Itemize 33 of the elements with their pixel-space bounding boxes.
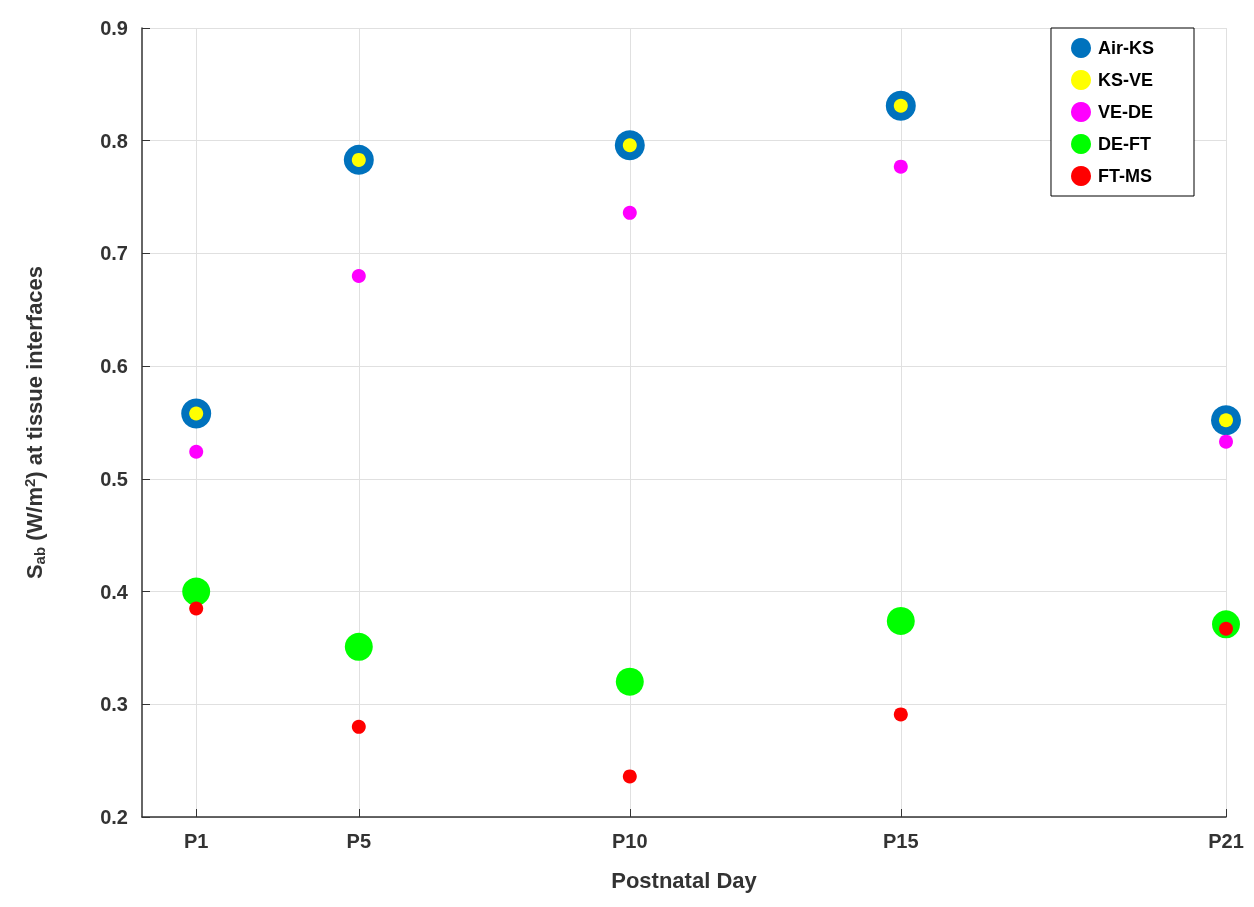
y-tick-label: 0.4: [100, 580, 129, 603]
point: [615, 667, 644, 696]
point: [886, 606, 915, 635]
point: [351, 268, 366, 283]
legend-label: KS-VE: [1098, 70, 1154, 90]
legend-label: DE-FT: [1098, 134, 1151, 154]
x-tick-label: P5: [346, 830, 372, 852]
x-tick-label: P10: [612, 830, 648, 852]
point: [189, 601, 204, 616]
x-tick-label: P15: [883, 830, 919, 852]
y-tick-label: 0.3: [100, 693, 128, 716]
legend-label: Air-KS: [1098, 38, 1155, 58]
x-tick-label: P21: [1208, 830, 1244, 852]
y-tick-label: 0.5: [100, 467, 128, 490]
point: [1219, 434, 1233, 449]
y-tick-label: 0.6: [100, 355, 128, 378]
y-tick-label: 0.7: [100, 242, 128, 265]
point: [182, 577, 211, 606]
y-tick-label: 0.2: [100, 806, 128, 828]
point: [351, 719, 366, 734]
x-axis-title: Postnatal Day: [611, 867, 758, 893]
point: [344, 632, 373, 661]
point: [893, 159, 908, 174]
y-tick-label: 0.8: [100, 129, 128, 152]
point: [189, 444, 204, 459]
y-tick-label: 0.9: [100, 17, 128, 39]
point: [893, 707, 908, 722]
legend-label: FT-MS: [1098, 166, 1152, 186]
point: [622, 205, 637, 220]
x-tick-label: P1: [183, 830, 209, 852]
point: [622, 769, 637, 784]
y-axis-title: Sab (W/m2) at tissue interfaces: [21, 265, 48, 580]
legend-label: VE-DE: [1098, 102, 1154, 122]
